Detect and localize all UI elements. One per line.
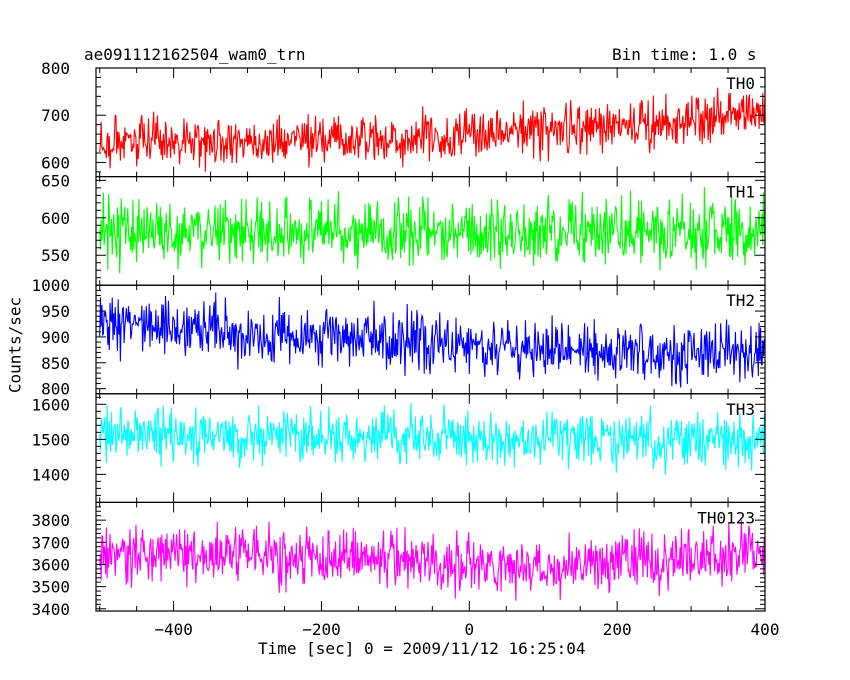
y-tick-label-th0: 800 xyxy=(41,59,70,78)
series-line-th3 xyxy=(99,402,766,475)
panel-label-th0: TH0 xyxy=(726,74,755,93)
y-tick-label-th0123: 3400 xyxy=(31,600,70,619)
panel-label-th1: TH1 xyxy=(726,183,755,202)
y-axis-label: Counts/sec xyxy=(5,296,25,394)
y-tick-label-th3: 1400 xyxy=(31,465,70,484)
y-tick-label-th0123: 3500 xyxy=(31,578,70,597)
y-tick-label-th2: 900 xyxy=(41,328,70,347)
y-tick-label-th0123: 3800 xyxy=(31,511,70,530)
plot-title: ae091112162504_wam0_trn xyxy=(84,45,306,64)
panel-label-th3: TH3 xyxy=(726,400,755,419)
panel-label-th0123: TH0123 xyxy=(697,508,755,527)
y-tick-label-th2: 950 xyxy=(41,302,70,321)
y-tick-label-th2: 1000 xyxy=(31,276,70,295)
panel-label-th2: TH2 xyxy=(726,291,755,310)
series-line-th1 xyxy=(99,187,766,274)
y-tick-label-th0123: 3700 xyxy=(31,533,70,552)
y-tick-label-th0123: 3600 xyxy=(31,555,70,574)
x-axis-label: Time [sec] 0 = 2009/11/12 16:25:04 xyxy=(258,639,586,658)
y-tick-label-th0: 700 xyxy=(41,106,70,125)
y-tick-label-th1: 650 xyxy=(41,171,70,190)
panel-frame-th0123 xyxy=(95,501,766,612)
y-tick-label-th1: 600 xyxy=(41,209,70,228)
bin-time-label: Bin time: 1.0 s xyxy=(612,45,757,64)
series-line-th0123 xyxy=(99,519,766,601)
y-tick-label-th3: 1500 xyxy=(31,430,70,449)
y-tick-label-th2: 800 xyxy=(41,380,70,399)
panel-frame-th2 xyxy=(95,284,766,395)
x-tick-label: 400 xyxy=(751,620,780,639)
x-tick-label: 0 xyxy=(464,620,474,639)
x-tick-label: 200 xyxy=(603,620,632,639)
y-tick-label-th2: 850 xyxy=(41,354,70,373)
series-line-th0 xyxy=(99,87,766,172)
y-tick-label-th3: 1600 xyxy=(31,395,70,414)
x-tick-label: −400 xyxy=(154,620,193,639)
y-tick-label-th1: 550 xyxy=(41,246,70,265)
series-line-th2 xyxy=(99,292,766,388)
y-tick-label-th0: 600 xyxy=(41,153,70,172)
x-tick-label: −200 xyxy=(302,620,341,639)
